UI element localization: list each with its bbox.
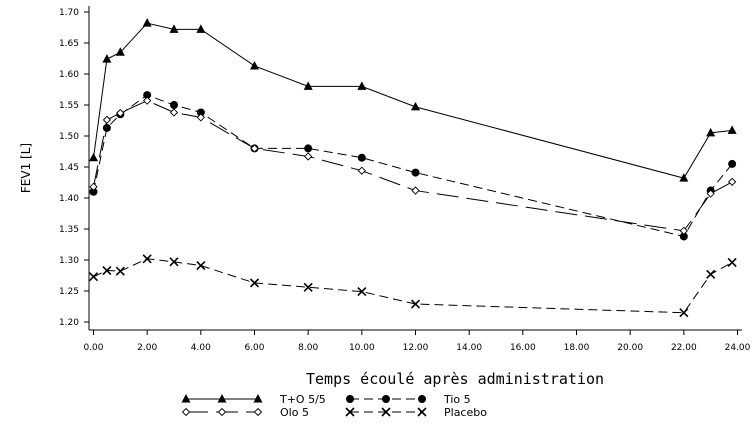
y-tick-label: 1.35	[59, 225, 79, 235]
data-point-diamond	[196, 113, 205, 122]
y-tick-label: 1.45	[59, 163, 79, 173]
data-point-diamond	[357, 166, 366, 175]
data-point-circle	[728, 159, 737, 168]
data-point-x	[706, 269, 716, 279]
data-point-x	[410, 299, 421, 309]
data-point-circle	[196, 108, 205, 117]
data-point-circle	[679, 232, 688, 241]
data-point-diamond	[250, 144, 259, 153]
legend-marker-x	[417, 407, 427, 417]
data-point-circle	[304, 144, 313, 153]
y-tick-label: 1.50	[59, 132, 79, 142]
data-point-diamond	[169, 108, 179, 117]
y-tick-label: 1.70	[59, 8, 79, 18]
x-tick-label: 20.00	[617, 343, 643, 353]
data-point-triangle	[679, 173, 689, 182]
legend-label: T+O 5/5	[279, 393, 326, 406]
legend-marker-diamond	[217, 407, 227, 417]
legend-marker-diamond	[181, 407, 191, 417]
series-markers	[88, 18, 737, 318]
data-point-triangle	[357, 81, 367, 90]
data-point-x	[303, 282, 313, 292]
legend-label: Placebo	[444, 406, 487, 419]
data-point-x	[88, 272, 99, 282]
data-point-circle	[102, 123, 111, 132]
data-point-circle	[411, 168, 420, 177]
data-point-circle	[170, 101, 178, 109]
x-tick-label: 0.00	[83, 343, 103, 353]
data-point-x	[102, 265, 112, 276]
data-point-diamond	[679, 226, 688, 235]
data-point-triangle	[169, 24, 179, 33]
legend-marker-diamond	[253, 407, 263, 417]
data-point-x	[142, 254, 152, 264]
x-axis-title: Temps écoulé après administration	[306, 370, 604, 388]
series-line-triangle	[93, 22, 733, 179]
series-line-x	[93, 258, 733, 314]
legend-marker-circle	[346, 395, 354, 403]
legend-marker-triangle	[181, 394, 191, 403]
x-tick-label: 8.00	[298, 343, 318, 353]
data-point-triangle	[115, 47, 125, 56]
x-tick-label: 6.00	[244, 343, 264, 353]
y-tick-label: 1.30	[59, 256, 79, 266]
y-axis-title: FEV1 [L]	[19, 143, 33, 193]
series-lines	[93, 22, 733, 314]
data-point-x	[357, 287, 367, 297]
data-point-triangle	[706, 127, 716, 137]
data-point-triangle	[102, 54, 112, 63]
legend-label: Olo 5	[280, 406, 309, 419]
legend-marker-circle	[382, 395, 390, 403]
legend-marker-triangle	[217, 394, 227, 403]
x-tick-label: 4.00	[191, 343, 211, 353]
data-point-x	[727, 257, 737, 268]
y-tick-label: 1.55	[59, 101, 79, 111]
data-point-diamond	[116, 108, 125, 118]
data-point-x	[249, 278, 260, 288]
legend-marker-triangle	[253, 394, 263, 403]
data-point-diamond	[102, 115, 112, 125]
data-point-triangle	[727, 125, 737, 134]
data-point-diamond	[411, 186, 420, 195]
x-tick-label: 16.00	[510, 343, 536, 353]
data-point-circle	[357, 153, 366, 162]
data-point-diamond	[143, 96, 152, 105]
data-point-circle	[89, 187, 98, 196]
legend-marker-x	[345, 407, 355, 417]
legend: T+O 5/5 Tio 5 Olo 5 Placebo	[181, 393, 487, 419]
y-tick-label: 1.60	[59, 70, 79, 80]
x-tick-label: 18.00	[564, 343, 590, 353]
y-tick-label: 1.25	[59, 287, 79, 297]
x-tick-label: 22.00	[671, 343, 697, 353]
data-point-triangle	[89, 152, 98, 162]
data-point-x	[196, 261, 206, 271]
legend-marker-x	[381, 407, 391, 417]
data-point-triangle	[303, 81, 313, 90]
data-point-diamond	[706, 189, 715, 198]
data-point-x	[679, 308, 689, 318]
x-ticks: 0.00 2.00 4.00 6.00 8.00 10.00 12.00 14.00 16.00…	[83, 330, 751, 353]
y-tick-label: 1.40	[59, 194, 79, 204]
data-point-x	[169, 257, 179, 267]
y-ticks: 1.20 1.25 1.30 1.35 1.40 1.45 1.50 1.55 1.60 1.65…	[59, 8, 89, 328]
data-point-diamond	[727, 177, 737, 187]
data-point-diamond	[89, 182, 98, 191]
y-tick-label: 1.20	[59, 318, 79, 328]
x-tick-label: 10.00	[349, 343, 375, 353]
x-tick-label: 14.00	[456, 343, 482, 353]
data-point-circle	[143, 91, 152, 100]
x-tick-label: 2.00	[137, 343, 157, 353]
legend-label: Tio 5	[443, 393, 471, 406]
data-point-triangle	[250, 60, 259, 70]
y-tick-label: 1.65	[59, 39, 79, 49]
legend-marker-circle	[418, 395, 426, 403]
data-point-diamond	[304, 152, 313, 161]
data-point-x	[115, 266, 125, 276]
data-point-triangle	[196, 24, 206, 33]
x-tick-label: 12.00	[403, 343, 429, 353]
data-point-triangle	[411, 101, 420, 111]
data-point-triangle	[142, 18, 152, 27]
x-tick-label: 24.00	[725, 343, 751, 353]
